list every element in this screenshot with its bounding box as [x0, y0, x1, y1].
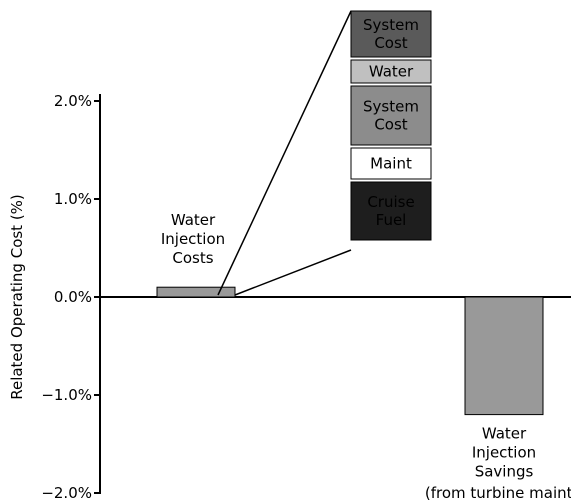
- breakdown-segment: [350, 181, 432, 241]
- category-label: Water Injection Savings: [472, 425, 536, 481]
- bar: [156, 286, 236, 298]
- breakdown-segment: [350, 85, 432, 146]
- y-tick-label: −1.0%: [41, 386, 92, 404]
- y-tick-label: −2.0%: [41, 484, 92, 502]
- breakdown-label: Maint: [370, 155, 412, 173]
- breakdown-label: Cruise Fuel: [367, 193, 414, 229]
- breakdown-label: System Cost: [363, 16, 419, 52]
- breakdown-segment: [350, 147, 432, 180]
- y-axis-label: Related Operating Cost (%): [8, 194, 26, 400]
- y-tick-label: 2.0%: [54, 92, 92, 110]
- breakdown-label: Water: [369, 63, 414, 81]
- leader-line: [234, 249, 352, 296]
- breakdown-segment: [350, 10, 432, 58]
- leader-line: [217, 10, 352, 296]
- y-tick-label: 0.0%: [54, 288, 92, 306]
- breakdown-label: System Cost: [363, 98, 419, 134]
- annotation: (from turbine maint.): [425, 484, 571, 502]
- bar: [464, 296, 544, 416]
- y-tick-label: 1.0%: [54, 190, 92, 208]
- breakdown-segment: [350, 59, 432, 84]
- category-label: Water Injection Costs: [161, 211, 225, 267]
